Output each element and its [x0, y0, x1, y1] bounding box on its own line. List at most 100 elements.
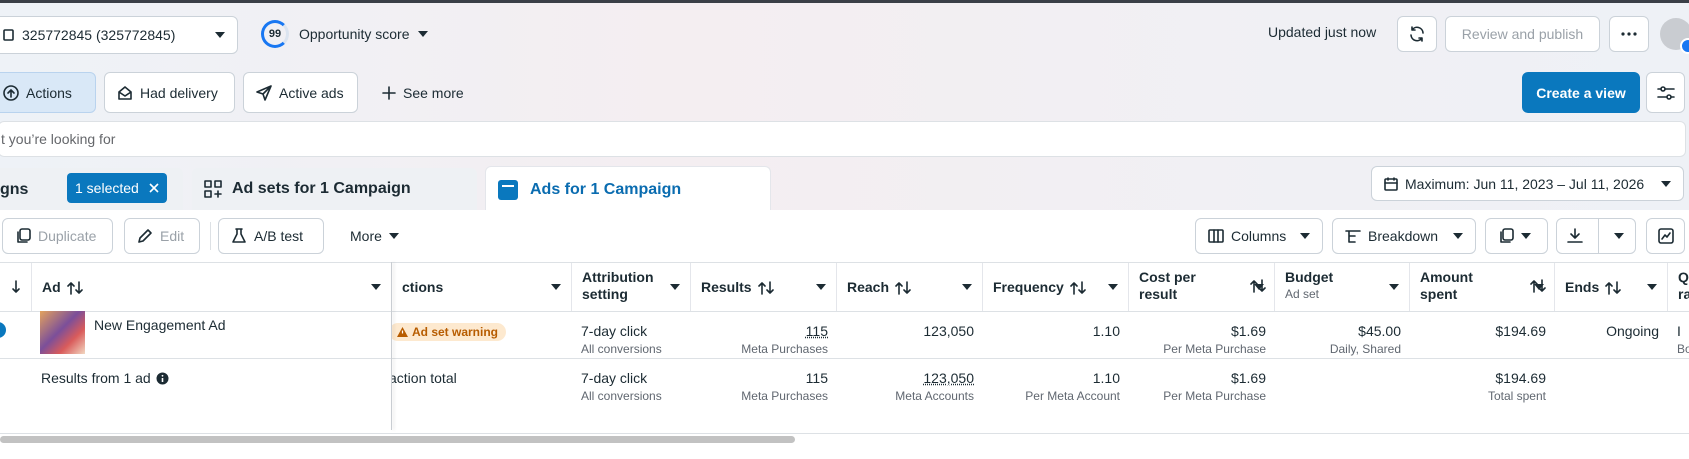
- more-menu[interactable]: More: [338, 218, 411, 254]
- header-label-box: Results: [701, 279, 752, 296]
- date-picker[interactable]: Maximum: Jun 11, 2023 – Jul 11, 2026: [1371, 166, 1684, 201]
- top-edge: [0, 0, 1689, 3]
- search-placeholder: t you’re looking for: [1, 131, 116, 147]
- header-label-box: Cost per result: [1139, 269, 1209, 303]
- see-more[interactable]: See more: [370, 72, 476, 113]
- header-cell: ctions: [391, 263, 571, 311]
- table-cell: 1.10 Per Meta Account: [982, 358, 1128, 431]
- ad-sets-tab[interactable]: Ad sets for 1 Campaign: [192, 168, 477, 210]
- campaigns-tab[interactable]: gns 1 selected: [0, 168, 183, 210]
- icon-wrap: [397, 327, 408, 337]
- scrollbar[interactable]: [0, 436, 795, 443]
- cell-main: 7-day click: [581, 370, 648, 386]
- columns-button[interactable]: Columns: [1195, 218, 1323, 254]
- header-label: Q ra: [1678, 269, 1689, 302]
- filter-chip[interactable]: Active ads: [243, 72, 358, 113]
- icon: [1647, 284, 1657, 290]
- icon: [3, 29, 14, 41]
- icon-wrap: [371, 284, 381, 290]
- header-sub: Ad set: [1285, 287, 1320, 301]
- icon: [962, 284, 972, 290]
- icon: [138, 229, 152, 243]
- icon-wrap: [962, 284, 972, 290]
- ads-tab[interactable]: Ads for 1 Campaign: [485, 166, 771, 212]
- table-cell: 115 Meta Purchases: [690, 358, 836, 431]
- header-label: ctions: [402, 278, 444, 295]
- table-cell: 7-day click All conversions: [571, 358, 690, 431]
- cell-sub: Bo: [1677, 342, 1689, 356]
- create-view-button[interactable]: Create a view: [1522, 72, 1640, 113]
- selected-chip[interactable]: 1 selected: [67, 173, 167, 203]
- export-button[interactable]: [1556, 218, 1636, 254]
- icon-wrap: [1208, 229, 1224, 243]
- icon-wrap: [3, 28, 15, 42]
- button-label: More: [350, 228, 382, 244]
- cell-main: 115: [805, 370, 828, 386]
- header-label: Budget: [1285, 269, 1334, 285]
- header-cell: Q ra: [1667, 263, 1689, 311]
- header-label: Attribution setting: [582, 269, 654, 302]
- chart-button[interactable]: [1646, 218, 1685, 254]
- icon: [1534, 284, 1544, 290]
- account-selector[interactable]: 325772845 (325772845): [0, 16, 238, 54]
- table-cell: I Bo: [1667, 311, 1689, 358]
- cell-sub: All conversions: [581, 389, 662, 403]
- header-label-box: Q ra: [1678, 269, 1689, 303]
- header-label-box: Frequency: [993, 279, 1064, 296]
- header-cell: Budget Ad set: [1274, 263, 1409, 311]
- refresh-button[interactable]: [1397, 16, 1437, 52]
- icon: [66, 281, 83, 295]
- icon-wrap: [1345, 229, 1361, 243]
- button-label: Breakdown: [1368, 228, 1439, 244]
- icon: [232, 228, 246, 243]
- score-label: Opportunity score: [299, 26, 410, 42]
- icon: [1500, 228, 1514, 243]
- reports-button[interactable]: [1485, 218, 1548, 254]
- more-button[interactable]: [1609, 16, 1649, 52]
- cell-main: $194.69: [1495, 323, 1546, 339]
- icon: [388, 233, 399, 239]
- cell-main: 123,050: [923, 370, 974, 386]
- cell-sub: Meta Purchases: [741, 342, 828, 356]
- filter-label: Active ads: [279, 84, 344, 101]
- filter-chip[interactable]: Actions: [0, 72, 96, 113]
- breakdown-button[interactable]: Breakdown: [1332, 218, 1476, 254]
- icon-wrap: [204, 180, 222, 198]
- icon: [118, 85, 132, 100]
- header-label: Cost per result: [1139, 269, 1196, 302]
- icon-wrap: [670, 284, 680, 290]
- table-cell: $45.00 Daily, Shared: [1274, 311, 1409, 358]
- icon: [551, 284, 561, 290]
- ads-table: Ad ctions Attribution setting Results Reach F…: [0, 262, 1689, 434]
- icon-wrap: [137, 228, 153, 244]
- settings-button[interactable]: [1646, 72, 1685, 113]
- score-badge: 99: [261, 20, 289, 48]
- icon: [1656, 85, 1675, 100]
- filter-chip[interactable]: Had delivery: [104, 72, 235, 113]
- icon: [3, 84, 19, 101]
- score-selector[interactable]: Opportunity score: [299, 26, 428, 42]
- table-cell: 1.10: [982, 311, 1128, 358]
- icon-wrap: [1656, 85, 1675, 101]
- icon: [417, 31, 428, 37]
- icon-wrap: [1534, 284, 1544, 290]
- header-label: Results: [701, 278, 752, 295]
- search-box[interactable]: t you’re looking for: [0, 121, 1686, 157]
- icon: [1530, 279, 1546, 293]
- frozen-divider: [391, 262, 392, 430]
- review-button[interactable]: Review and publish: [1445, 16, 1600, 52]
- header-cell: Reach: [836, 263, 982, 311]
- icon-wrap: [117, 85, 133, 101]
- duplicate-button[interactable]: Duplicate: [2, 218, 113, 254]
- divider: [1598, 219, 1599, 253]
- header-label-box: Amount spent: [1420, 269, 1490, 303]
- icon: [1250, 279, 1266, 293]
- avatar-badge: [1680, 38, 1689, 54]
- tab-label: Ad sets for 1 Campaign: [232, 180, 411, 197]
- icon: [204, 180, 222, 198]
- cell-main: I: [1677, 323, 1681, 339]
- ab-test-button[interactable]: A/B test: [218, 218, 324, 254]
- icon-wrap: [1389, 284, 1399, 290]
- header-cell: Ad: [31, 263, 391, 311]
- edit-button[interactable]: Edit: [124, 218, 200, 254]
